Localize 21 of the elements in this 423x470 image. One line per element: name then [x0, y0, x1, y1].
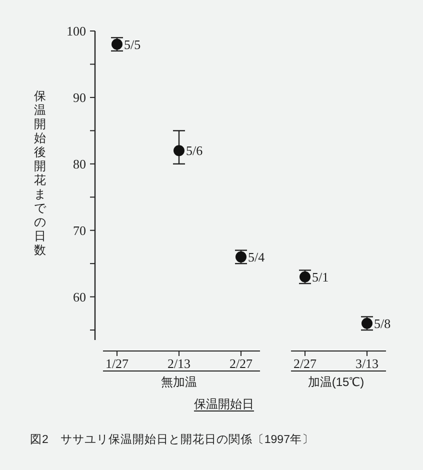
- y-tick-label: 60: [73, 289, 86, 304]
- annotation: 5/8: [374, 316, 391, 331]
- text: 保温開始後開花までの日数: [34, 89, 46, 257]
- y-tick-label: 100: [66, 24, 86, 38]
- annotation: 5/4: [248, 249, 266, 264]
- x-tick-label: 1/27: [105, 356, 130, 371]
- caption: 図2 ササユリ保温開始日と開花日の関係〔1997年〕: [30, 433, 314, 446]
- text: 加温(15℃): [308, 375, 364, 389]
- y-tick-label: 70: [73, 222, 86, 238]
- annotation: 5/5: [124, 36, 141, 52]
- point: [174, 145, 184, 156]
- y-tick-label: 90: [73, 90, 86, 105]
- x-tick-label: 2/27: [229, 356, 254, 371]
- text: 無加温: [161, 375, 197, 389]
- x-tick-label: 2/13: [167, 356, 191, 371]
- x-tick-label: 2/27: [293, 356, 318, 371]
- x-tick-label: 3/13: [355, 356, 379, 371]
- y-tick-label: 80: [73, 156, 86, 172]
- annotation: 5/6: [186, 143, 204, 158]
- x-axis-title: 保温開始日: [194, 397, 254, 411]
- annotation: 5/1: [312, 269, 329, 284]
